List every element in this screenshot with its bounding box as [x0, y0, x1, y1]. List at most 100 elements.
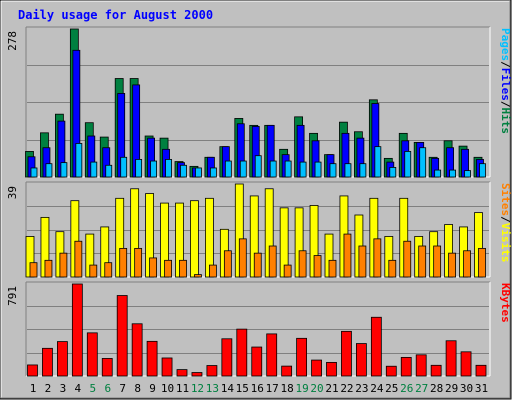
sites-bar	[44, 259, 53, 278]
x-tick-label: 25	[385, 382, 398, 395]
x-tick-label: 21	[325, 382, 338, 395]
hits-legend-separator: /	[499, 61, 512, 68]
kbytes-ymax-label: 791	[6, 286, 19, 306]
sites-bar	[298, 250, 307, 278]
kbytes-bar	[355, 343, 367, 377]
sites-bar	[74, 240, 83, 278]
kbytes-bar	[161, 357, 173, 377]
kbytes-bar	[385, 365, 397, 377]
visits-legend: Sites/Visits	[499, 183, 512, 263]
pages-bar	[449, 169, 457, 178]
sites-bar	[388, 259, 397, 278]
kbytes-bar	[460, 351, 472, 377]
pages-bar	[284, 160, 292, 178]
pages-bar	[180, 164, 187, 178]
x-tick-label: 10	[161, 382, 174, 395]
visits-legend-separator: /	[499, 216, 512, 223]
sites-bar	[253, 252, 262, 278]
sites-bar	[358, 245, 367, 278]
sites-bar	[119, 247, 128, 278]
kbytes-bar	[266, 333, 278, 377]
kbytes-bar	[146, 340, 158, 377]
x-tick-label: 2	[45, 382, 52, 395]
x-tick-label: 26	[400, 382, 413, 395]
kbytes-bar	[296, 337, 308, 377]
x-tick-label: 13	[206, 382, 219, 395]
pages-bar	[254, 155, 262, 178]
pages-bar	[404, 151, 412, 178]
visits-ymax-label: 39	[6, 186, 19, 199]
kbytes-bar	[86, 332, 98, 377]
sites-bar	[268, 245, 277, 278]
pages-bar	[344, 163, 352, 178]
sites-bar	[283, 264, 292, 278]
sites-bar	[208, 264, 217, 278]
hits-legend: Pages/Files/Hits	[499, 28, 512, 134]
pages-bar	[299, 161, 307, 178]
kbytes-bar	[131, 323, 143, 377]
kbytes-bar	[341, 330, 352, 377]
kbytes-bar	[445, 340, 457, 377]
x-tick-label: 20	[310, 382, 323, 395]
sites-bar	[433, 245, 442, 278]
x-tick-label: 23	[355, 382, 368, 395]
x-tick-label: 7	[119, 382, 126, 395]
x-tick-label: 31	[475, 382, 488, 395]
pages-bar	[389, 167, 397, 178]
sites-bar	[448, 252, 457, 278]
x-tick-label: 19	[295, 382, 308, 395]
sites-bar	[403, 240, 412, 278]
sites-bar	[463, 250, 471, 278]
pages-bar	[269, 160, 277, 178]
pages-bar	[135, 159, 143, 178]
kbytes-bar	[415, 354, 427, 377]
x-tick-label: 22	[340, 382, 353, 395]
kbytes-legend: KBytes	[499, 283, 512, 323]
x-tick-label: 11	[176, 382, 189, 395]
sites-bar	[194, 274, 202, 278]
kbytes-bar	[221, 338, 233, 377]
chart-title: Daily usage for August 2000	[18, 8, 213, 22]
hits-legend-pages: Pages	[499, 28, 512, 61]
sites-bar	[179, 259, 187, 278]
kbytes-bar	[27, 364, 38, 377]
sites-bar	[238, 238, 247, 278]
x-tick-label: 4	[75, 382, 82, 395]
pages-bar	[75, 143, 83, 178]
pages-bar	[479, 163, 486, 178]
kbytes-bar	[311, 359, 322, 377]
pages-bar	[45, 163, 53, 178]
hits-legend-files: Files	[499, 68, 512, 101]
kbytes-bar	[42, 347, 53, 377]
kbytes-bar	[370, 316, 382, 377]
x-tick-label: 3	[60, 382, 67, 395]
sites-bar	[89, 264, 98, 278]
x-tick-label: 30	[460, 382, 473, 395]
x-tick-label: 8	[134, 382, 141, 395]
sites-bar	[134, 247, 143, 278]
x-tick-label: 18	[281, 382, 294, 395]
kbytes-bar	[176, 369, 188, 377]
pages-bar	[150, 160, 158, 178]
sites-bar	[223, 250, 232, 278]
pages-bar	[165, 159, 172, 178]
visits-bar	[190, 200, 199, 278]
kbytes-bar	[101, 358, 113, 377]
pages-bar	[419, 147, 427, 178]
kbytes-legend-kbytes: KBytes	[499, 283, 512, 323]
kbytes-bar	[71, 283, 83, 377]
pages-bar	[195, 167, 202, 178]
x-tick-label: 9	[149, 382, 156, 395]
kbytes-bar	[326, 361, 337, 377]
sites-bar	[478, 247, 486, 278]
sites-bar	[29, 262, 38, 278]
x-tick-label: 14	[221, 382, 235, 395]
pages-bar	[224, 160, 232, 178]
sites-bar	[313, 255, 322, 278]
sites-bar	[164, 259, 172, 278]
x-tick-label: 15	[236, 382, 249, 395]
hits-legend-hits: Hits	[499, 108, 512, 135]
x-tick-label: 29	[445, 382, 458, 395]
